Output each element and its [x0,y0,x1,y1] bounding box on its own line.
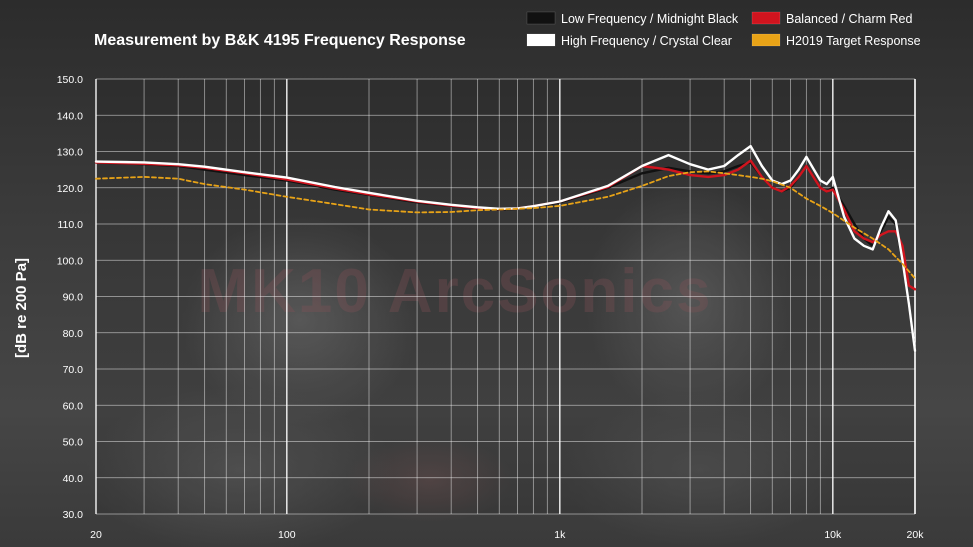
legend-swatch [526,33,556,47]
legend-swatch [751,11,781,25]
grid-lines [95,78,916,515]
series-line-4 [95,170,916,280]
legend: Low Frequency / Midnight Black Balanced /… [526,11,921,48]
legend-label: H2019 Target Response [786,34,921,48]
y-tick-label: 50.0 [63,437,84,449]
y-tick-label: 70.0 [63,364,84,376]
y-tick-label: 120.0 [57,183,83,195]
y-axis-ticks: 150.0 140.0 130.0 120.0 110.0 100.0 90.0 80.0 70… [57,74,83,521]
y-tick-label: 100.0 [57,255,83,267]
x-tick-label: 10k [824,529,842,541]
watermark-text: MK10 ArcSonics [198,257,713,326]
y-tick-label: 130.0 [57,147,83,159]
y-axis-label: [dB re 200 Pa] [13,258,30,358]
x-tick-label: 20 [90,529,102,541]
y-tick-label: 40.0 [63,473,84,485]
x-tick-label: 1k [554,529,566,541]
x-tick-label: 20k [907,529,925,541]
y-tick-label: 110.0 [58,219,84,231]
legend-swatch [526,11,556,25]
y-tick-label: 30.0 [63,509,84,521]
y-tick-label: 140.0 [57,110,83,122]
legend-label: Balanced / Charm Red [786,12,913,26]
series-layer [94,144,917,353]
y-tick-label: 90.0 [63,292,84,304]
legend-label: Low Frequency / Midnight Black [561,12,739,26]
y-tick-label: 60.0 [63,400,84,412]
y-tick-label: 80.0 [63,328,84,340]
chart-title: Measurement by B&K 4195 Frequency Respon… [94,32,466,49]
series-line-3 [94,144,917,353]
legend-swatch [751,33,781,47]
legend-label: High Frequency / Crystal Clear [561,34,732,48]
series-line-2 [94,159,917,291]
x-axis-ticks: 20 100 1k 10k 20k [90,529,924,541]
y-tick-label: 150.0 [57,74,83,86]
x-tick-label: 100 [278,529,296,541]
